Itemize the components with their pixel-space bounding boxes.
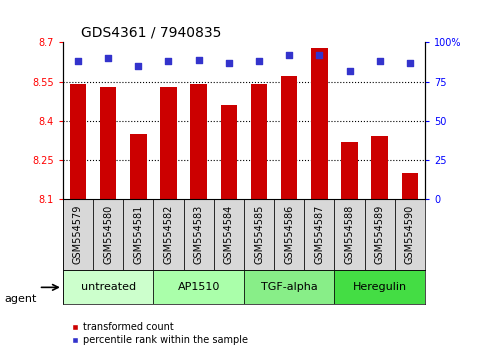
FancyBboxPatch shape	[63, 270, 154, 304]
FancyBboxPatch shape	[274, 199, 304, 270]
Point	[406, 60, 414, 66]
Text: GSM554586: GSM554586	[284, 205, 294, 264]
Text: GDS4361 / 7940835: GDS4361 / 7940835	[81, 26, 221, 40]
Point	[285, 52, 293, 58]
Text: TGF-alpha: TGF-alpha	[261, 282, 317, 292]
Point	[134, 63, 142, 69]
Legend: transformed count, percentile rank within the sample: transformed count, percentile rank withi…	[68, 319, 252, 349]
Text: GSM554589: GSM554589	[375, 205, 385, 264]
Text: agent: agent	[5, 294, 37, 304]
Text: GSM554587: GSM554587	[314, 205, 325, 264]
FancyBboxPatch shape	[304, 199, 334, 270]
Bar	[100, 87, 116, 199]
FancyBboxPatch shape	[244, 270, 334, 304]
Text: untreated: untreated	[81, 282, 136, 292]
FancyBboxPatch shape	[123, 199, 154, 270]
Text: GSM554579: GSM554579	[73, 205, 83, 264]
Bar	[130, 134, 146, 199]
FancyBboxPatch shape	[213, 199, 244, 270]
Bar	[190, 84, 207, 199]
Point	[195, 57, 202, 63]
FancyBboxPatch shape	[63, 199, 93, 270]
Text: GSM554582: GSM554582	[163, 205, 173, 264]
Bar	[160, 87, 177, 199]
Point	[346, 68, 354, 74]
Text: AP1510: AP1510	[177, 282, 220, 292]
Text: GSM554580: GSM554580	[103, 205, 113, 264]
Bar	[311, 48, 327, 199]
Point	[376, 58, 384, 64]
Text: GSM554590: GSM554590	[405, 205, 415, 264]
Text: GSM554585: GSM554585	[254, 205, 264, 264]
Point	[315, 52, 323, 58]
Text: GSM554583: GSM554583	[194, 205, 204, 264]
Bar	[341, 142, 358, 199]
FancyBboxPatch shape	[184, 199, 213, 270]
Bar	[221, 105, 237, 199]
Bar	[251, 84, 267, 199]
FancyBboxPatch shape	[154, 270, 244, 304]
Bar	[402, 173, 418, 199]
Point	[74, 58, 82, 64]
FancyBboxPatch shape	[395, 199, 425, 270]
FancyBboxPatch shape	[244, 199, 274, 270]
Text: GSM554581: GSM554581	[133, 205, 143, 264]
Text: Heregulin: Heregulin	[353, 282, 407, 292]
FancyBboxPatch shape	[154, 199, 184, 270]
Text: GSM554588: GSM554588	[344, 205, 355, 264]
Text: GSM554584: GSM554584	[224, 205, 234, 264]
Bar	[70, 84, 86, 199]
Bar	[281, 76, 298, 199]
FancyBboxPatch shape	[365, 199, 395, 270]
Point	[225, 60, 233, 66]
FancyBboxPatch shape	[334, 199, 365, 270]
Point	[165, 58, 172, 64]
Point	[104, 55, 112, 61]
Point	[255, 58, 263, 64]
FancyBboxPatch shape	[334, 270, 425, 304]
Bar	[371, 136, 388, 199]
FancyBboxPatch shape	[93, 199, 123, 270]
